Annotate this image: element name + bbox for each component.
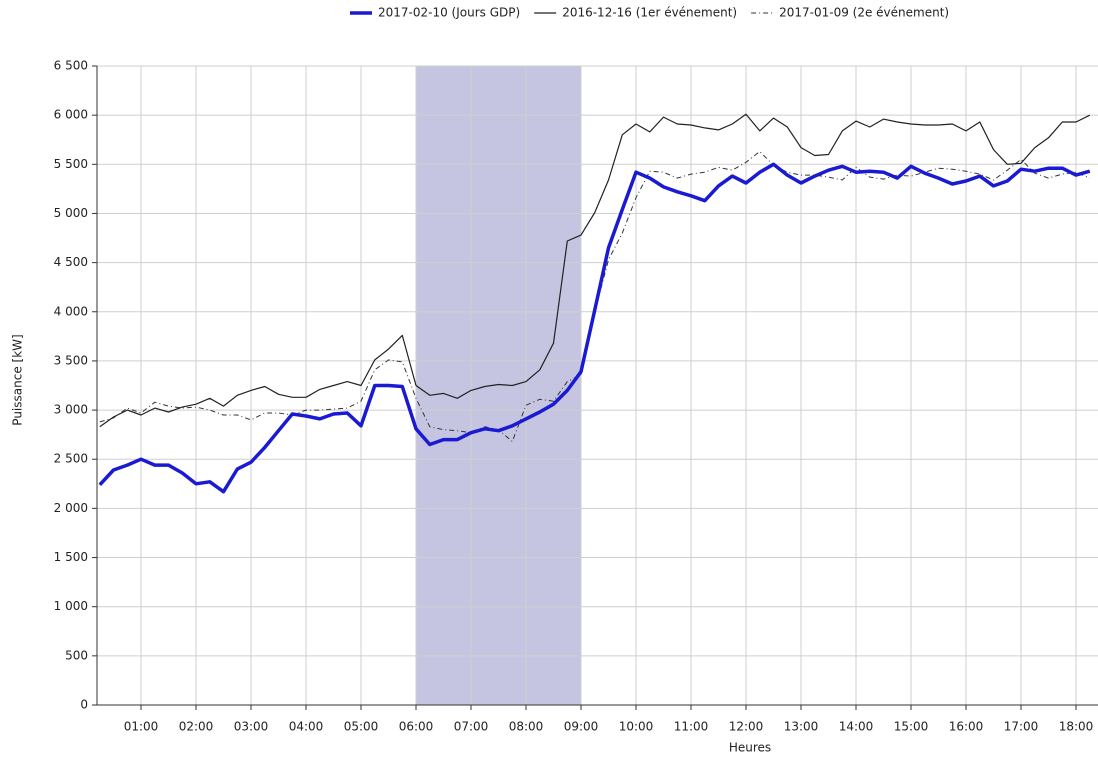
x-tick-label: 03:00 [234,720,269,734]
y-tick-label: 4 000 [54,304,88,318]
x-tick-label: 01:00 [124,720,159,734]
y-tick-label: 2 500 [54,452,88,466]
y-tick-label: 4 500 [54,255,88,269]
x-tick-label: 05:00 [344,720,379,734]
x-tick-label: 07:00 [454,720,489,734]
x-tick-label: 17:00 [1004,720,1039,734]
series-line [99,151,1090,442]
y-tick-label: 6 500 [54,59,88,73]
y-tick-label: 2 000 [54,501,88,515]
x-tick-label: 16:00 [949,720,984,734]
x-tick-label: 06:00 [399,720,434,734]
x-tick-label: 04:00 [289,720,324,734]
x-tick-label: 14:00 [839,720,874,734]
x-axis-label: Heures [729,741,771,755]
x-tick-label: 08:00 [509,720,544,734]
x-tick-label: 10:00 [619,720,654,734]
x-tick-label: 11:00 [674,720,709,734]
legend-label: 2017-01-09 (2e événement) [779,6,949,20]
y-tick-label: 500 [65,648,88,662]
y-tick-label: 0 [80,698,88,712]
x-tick-label: 13:00 [784,720,819,734]
legend-label: 2016-12-16 (1er événement) [562,6,737,20]
x-tick-label: 09:00 [564,720,599,734]
y-tick-label: 3 000 [54,403,88,417]
y-tick-label: 5 000 [54,206,88,220]
highlight-band [415,65,582,706]
x-tick-label: 02:00 [179,720,214,734]
series-line [99,113,1091,428]
x-tick-label: 12:00 [729,720,764,734]
y-axis-label: Puissance [kW] [11,334,25,425]
legend-label: 2017-02-10 (Jours GDP) [378,6,520,20]
y-tick-label: 1 000 [54,599,88,613]
x-tick-label: 15:00 [894,720,929,734]
series-line [98,162,1091,494]
y-tick-label: 3 500 [54,353,88,367]
y-tick-label: 1 500 [54,550,88,564]
y-tick-label: 6 000 [54,108,88,122]
y-tick-label: 5 500 [54,157,88,171]
x-tick-label: 18:00 [1059,720,1094,734]
